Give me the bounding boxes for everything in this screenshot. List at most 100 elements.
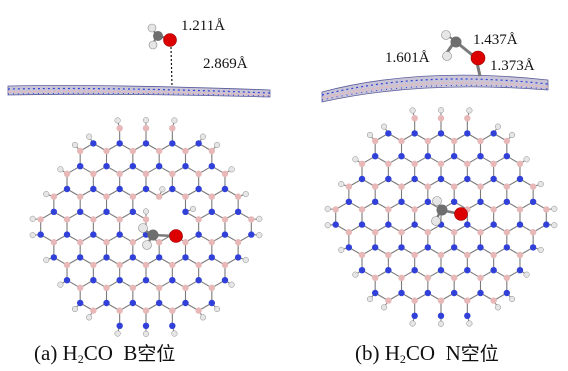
boron-atom bbox=[398, 183, 405, 190]
hydrogen-atom bbox=[71, 305, 78, 313]
boron-atom bbox=[358, 160, 366, 167]
nitrogen-atom bbox=[424, 198, 432, 205]
boron-atom bbox=[398, 229, 405, 236]
panel-b-top-view-lattice bbox=[324, 107, 558, 327]
nitrogen-atom bbox=[477, 244, 484, 251]
nitrogen-atom bbox=[116, 231, 123, 238]
panel-b-side-molecule bbox=[441, 30, 486, 77]
boron-atom bbox=[195, 307, 202, 314]
hydrogen-atom bbox=[409, 107, 416, 114]
nitrogen-atom bbox=[116, 277, 123, 284]
nitrogen-atom bbox=[516, 175, 524, 183]
boron-atom bbox=[371, 274, 379, 281]
hydrogen-atom bbox=[199, 133, 206, 140]
nitrogen-atom bbox=[116, 140, 123, 147]
nitrogen-atom bbox=[437, 130, 445, 137]
hydrogen-atom bbox=[86, 133, 93, 140]
nitrogen-atom bbox=[221, 277, 229, 284]
boron-atom bbox=[142, 216, 150, 223]
boron-atom bbox=[182, 147, 189, 155]
left-bond-length-label: 1.601Å bbox=[385, 50, 430, 66]
co-bond-length-label: 1.211Å bbox=[181, 18, 225, 34]
boron-atom bbox=[142, 125, 150, 132]
nitrogen-atom bbox=[129, 163, 137, 170]
boron-atom bbox=[208, 284, 216, 291]
hydrogen-atom bbox=[366, 131, 373, 139]
nitrogen-atom bbox=[345, 198, 353, 205]
nitrogen-atom bbox=[529, 198, 537, 205]
boron-atom bbox=[234, 193, 242, 200]
hydrogen-atom bbox=[338, 181, 345, 188]
nitrogen-atom bbox=[424, 244, 432, 251]
boron-atom bbox=[129, 147, 137, 155]
hydrogen-atom bbox=[242, 191, 249, 198]
boron-atom bbox=[450, 229, 458, 236]
nitrogen-atom bbox=[450, 198, 458, 205]
nitrogen-atom bbox=[195, 231, 202, 238]
boron-atom bbox=[358, 251, 366, 259]
boron-atom bbox=[142, 261, 150, 269]
boron-atom bbox=[516, 251, 524, 259]
boron-atom bbox=[424, 183, 432, 190]
boron-atom bbox=[76, 239, 84, 246]
boron-atom bbox=[195, 216, 202, 223]
nitrogen-atom bbox=[503, 153, 511, 160]
boron-atom bbox=[50, 193, 58, 200]
hydrogen-atom bbox=[441, 30, 451, 40]
hydrogen-atom bbox=[71, 141, 78, 149]
boron-atom bbox=[543, 206, 550, 213]
boron-atom bbox=[345, 229, 353, 236]
nitrogen-atom bbox=[503, 244, 511, 251]
hydrogen-atom bbox=[437, 107, 445, 114]
nitrogen-atom bbox=[477, 289, 484, 297]
nitrogen-atom bbox=[477, 198, 484, 205]
nitrogen-atom bbox=[411, 312, 418, 319]
nitrogen-atom bbox=[208, 208, 216, 215]
hydrogen-atom bbox=[171, 117, 178, 124]
nitrogen-atom bbox=[516, 267, 524, 274]
boron-atom bbox=[63, 170, 71, 177]
boron-atom bbox=[424, 137, 432, 145]
boron-atom bbox=[208, 147, 216, 155]
lattice-bonds bbox=[335, 118, 547, 316]
nitrogen-atom bbox=[76, 163, 84, 170]
boron-atom bbox=[490, 297, 497, 304]
boron-atom bbox=[503, 274, 511, 281]
hydrogen-atom bbox=[86, 314, 93, 321]
boron-atom bbox=[385, 297, 392, 304]
hydrogen-atom bbox=[228, 166, 235, 173]
nitrogen-atom bbox=[129, 299, 137, 307]
nitrogen-atom bbox=[90, 277, 97, 284]
boron-atom bbox=[503, 183, 511, 190]
hydrogen-atom bbox=[537, 246, 544, 253]
boron-atom bbox=[424, 229, 432, 236]
hydrogen-atom bbox=[29, 215, 36, 222]
hydrogen-atom bbox=[551, 205, 558, 212]
nitrogen-atom bbox=[503, 289, 511, 297]
oxygen-atom bbox=[454, 207, 468, 221]
boron-atom bbox=[398, 274, 405, 281]
hydrogen-atom bbox=[324, 222, 331, 229]
panel-b-top-molecule bbox=[431, 196, 468, 226]
hydrogen-atom bbox=[142, 330, 150, 337]
nitrogen-atom bbox=[464, 312, 471, 319]
adsorption-distance-line bbox=[170, 46, 173, 87]
boron-atom bbox=[103, 284, 110, 291]
nitrogen-atom bbox=[50, 254, 58, 261]
nitrogen-atom bbox=[208, 254, 216, 261]
boron-atom bbox=[385, 160, 392, 167]
nitrogen-atom bbox=[398, 289, 405, 297]
nitrogen-atom bbox=[169, 140, 176, 147]
nitrogen-atom bbox=[345, 244, 353, 251]
hydrogen-atom bbox=[509, 295, 516, 303]
boron-atom bbox=[155, 193, 163, 200]
boron-atom bbox=[155, 147, 163, 155]
nitrogen-atom bbox=[103, 254, 110, 261]
nitrogen-atom bbox=[358, 221, 366, 228]
nitrogen-atom bbox=[437, 267, 445, 274]
boron-atom bbox=[195, 170, 202, 177]
nitrogen-atom bbox=[464, 130, 471, 137]
boron-atom bbox=[129, 193, 137, 200]
panel-a-side-sheet bbox=[7, 85, 271, 98]
oxygen-atom bbox=[163, 33, 177, 47]
